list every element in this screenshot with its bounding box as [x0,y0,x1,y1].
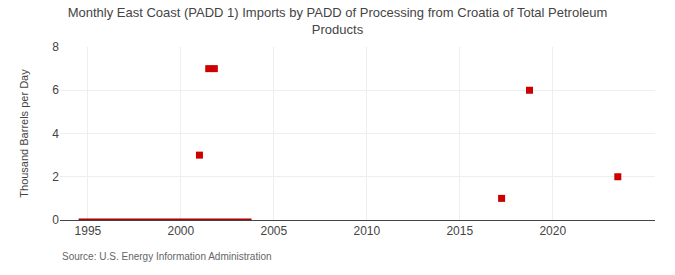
svg-text:2015: 2015 [446,224,473,238]
svg-text:2000: 2000 [168,224,195,238]
svg-text:Monthly East Coast (PADD 1) Im: Monthly East Coast (PADD 1) Imports by P… [68,5,608,37]
svg-text:Thousand Barrels per Day: Thousand Barrels per Day [18,69,30,198]
svg-text:6: 6 [52,83,59,97]
svg-text:2: 2 [52,170,59,184]
svg-text:1995: 1995 [75,224,102,238]
svg-text:2010: 2010 [353,224,380,238]
svg-text:Source: U.S. Energy Informatio: Source: U.S. Energy Information Administ… [62,251,272,262]
svg-text:4: 4 [52,127,59,141]
svg-text:2020: 2020 [539,224,566,238]
svg-text:2005: 2005 [260,224,287,238]
svg-text:8: 8 [52,40,59,54]
svg-text:0: 0 [52,213,59,227]
